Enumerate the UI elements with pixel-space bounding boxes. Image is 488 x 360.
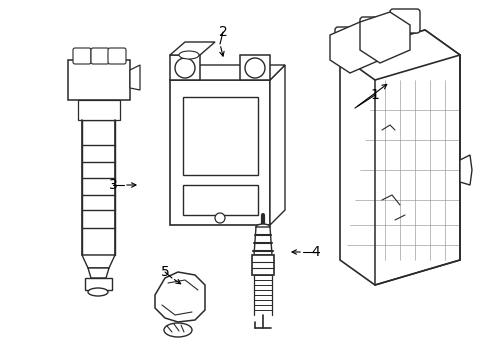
- FancyBboxPatch shape: [334, 27, 364, 51]
- Polygon shape: [68, 60, 130, 100]
- Polygon shape: [183, 97, 258, 175]
- Ellipse shape: [179, 51, 199, 59]
- Polygon shape: [82, 255, 115, 268]
- FancyBboxPatch shape: [389, 9, 419, 33]
- Polygon shape: [459, 155, 471, 185]
- Polygon shape: [170, 55, 200, 80]
- Circle shape: [244, 58, 264, 78]
- FancyBboxPatch shape: [359, 17, 389, 41]
- Polygon shape: [82, 120, 115, 255]
- Text: 4: 4: [311, 245, 320, 259]
- FancyBboxPatch shape: [91, 48, 109, 64]
- FancyBboxPatch shape: [108, 48, 126, 64]
- Polygon shape: [183, 185, 258, 215]
- Polygon shape: [339, 30, 459, 80]
- Polygon shape: [85, 278, 112, 290]
- Ellipse shape: [163, 323, 192, 337]
- Polygon shape: [170, 65, 285, 80]
- Circle shape: [215, 213, 224, 223]
- Polygon shape: [359, 12, 409, 63]
- Circle shape: [175, 58, 195, 78]
- FancyBboxPatch shape: [73, 48, 91, 64]
- Polygon shape: [78, 100, 120, 120]
- Polygon shape: [251, 255, 273, 275]
- Ellipse shape: [256, 224, 269, 230]
- Polygon shape: [155, 272, 204, 322]
- Polygon shape: [170, 42, 215, 55]
- Text: 5: 5: [160, 265, 169, 279]
- Polygon shape: [253, 227, 271, 255]
- Text: 2: 2: [218, 25, 227, 39]
- Polygon shape: [170, 80, 269, 225]
- Polygon shape: [130, 65, 140, 90]
- Polygon shape: [240, 55, 269, 80]
- Text: 1: 1: [370, 88, 379, 102]
- Ellipse shape: [88, 288, 108, 296]
- Text: 3: 3: [108, 178, 117, 192]
- Polygon shape: [339, 30, 459, 285]
- Polygon shape: [88, 268, 109, 278]
- Polygon shape: [329, 22, 379, 73]
- Polygon shape: [269, 65, 285, 225]
